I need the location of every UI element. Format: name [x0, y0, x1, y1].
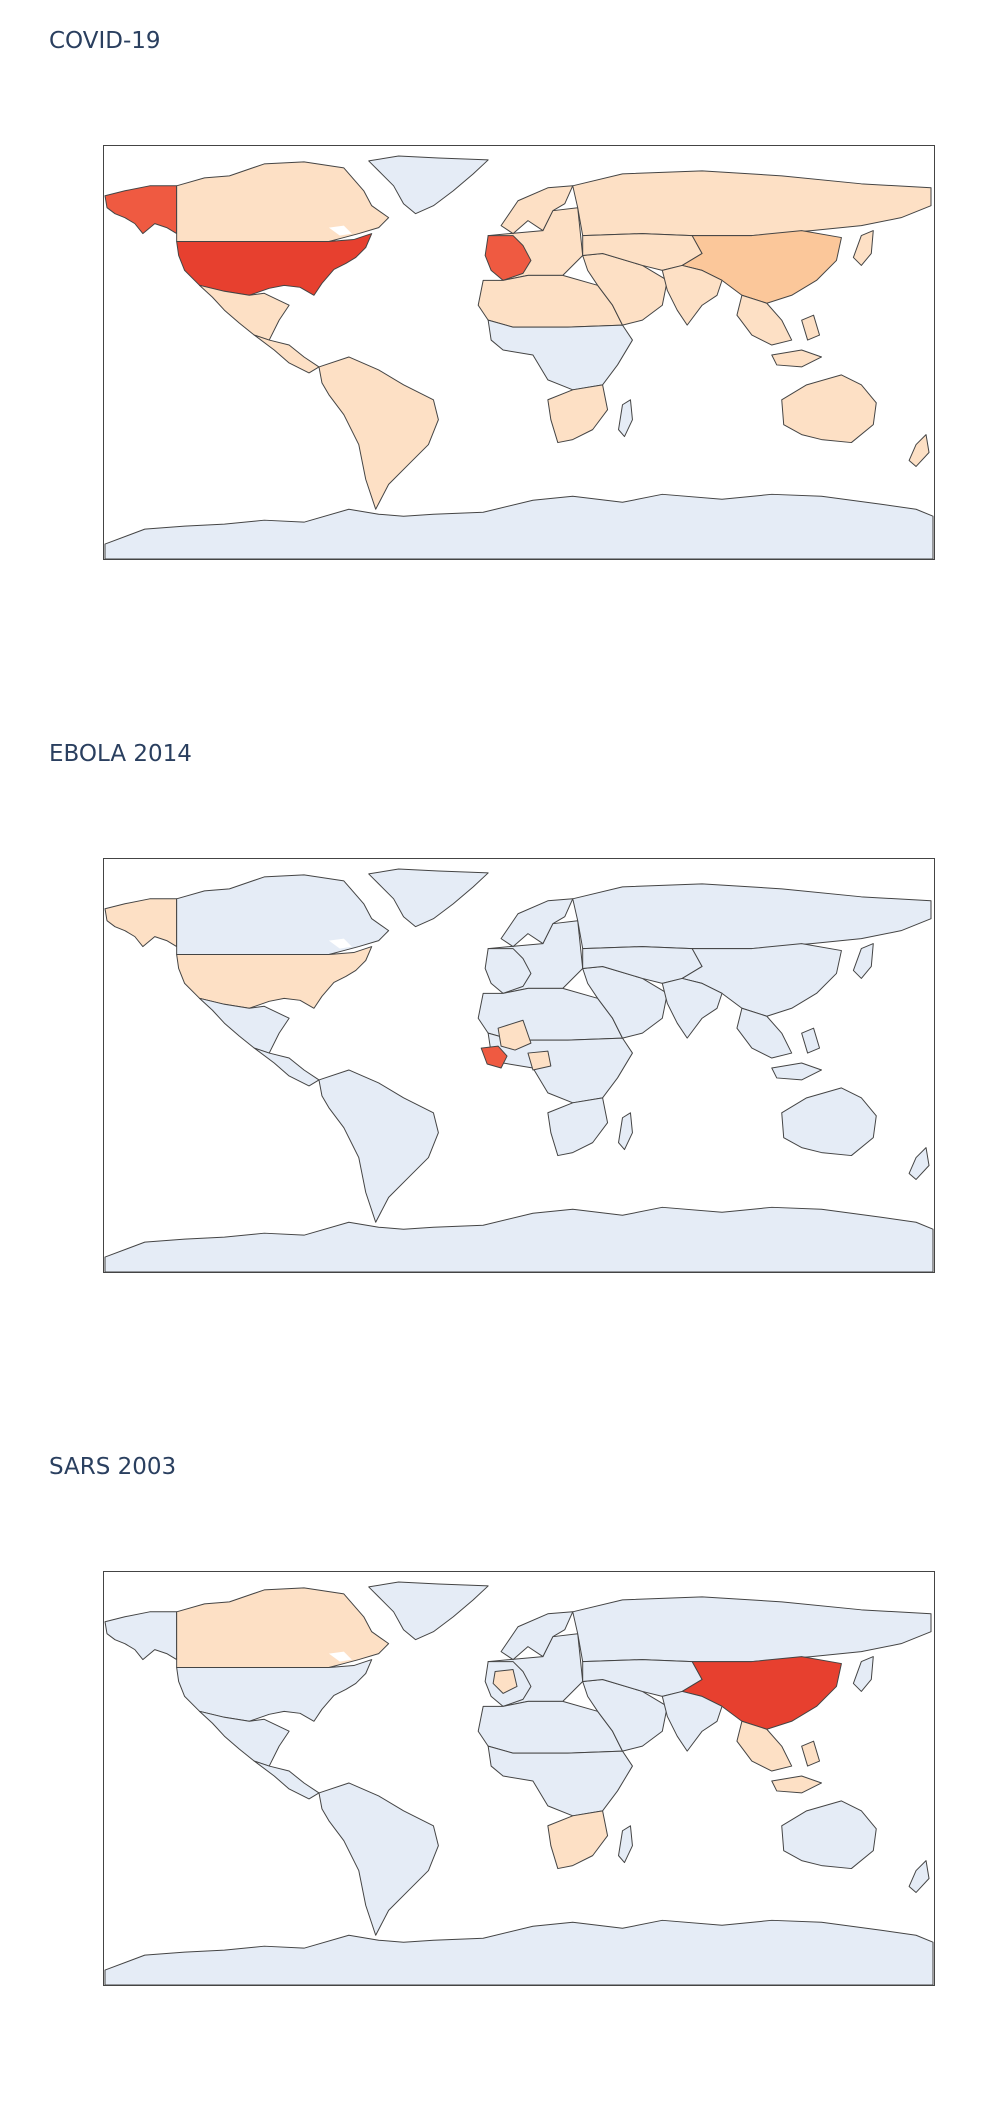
sars-panel: SARS 2003: [0, 1426, 994, 2107]
region-antarctica[interactable]: [104, 1206, 934, 1272]
region-japan[interactable]: [852, 1656, 874, 1692]
region-usa[interactable]: [176, 946, 373, 1009]
region-west-africa-outbreak[interactable]: [480, 1045, 508, 1069]
region-mexico[interactable]: [199, 284, 290, 341]
region-greenland[interactable]: [368, 868, 489, 928]
region-australia[interactable]: [781, 374, 877, 444]
region-russia[interactable]: [572, 1596, 932, 1663]
region-greenland[interactable]: [368, 1581, 489, 1641]
region-madagascar[interactable]: [618, 399, 633, 438]
region-mali[interactable]: [497, 1019, 532, 1051]
ebola-title: EBOLA 2014: [49, 741, 192, 767]
region-southeast-asia[interactable]: [736, 1007, 823, 1081]
region-south-america[interactable]: [318, 356, 439, 510]
region-alaska[interactable]: [104, 185, 178, 235]
region-japan[interactable]: [852, 943, 874, 979]
region-india[interactable]: [661, 977, 723, 1039]
region-usa[interactable]: [176, 233, 373, 296]
region-japan[interactable]: [852, 230, 874, 266]
region-africa-south[interactable]: [547, 384, 609, 444]
region-central-america[interactable]: [253, 1047, 320, 1087]
region-india[interactable]: [661, 1690, 723, 1752]
covid-panel: COVID-19: [0, 0, 994, 681]
great-lakes: [328, 938, 352, 949]
great-lakes: [328, 1651, 352, 1662]
region-scandinavia[interactable]: [500, 898, 574, 948]
ebola-panel: EBOLA 2014: [0, 713, 994, 1394]
region-new-zealand[interactable]: [908, 1147, 930, 1180]
covid-map[interactable]: [103, 145, 935, 560]
region-central-america[interactable]: [253, 1760, 320, 1800]
great-lakes: [328, 225, 352, 236]
region-russia[interactable]: [572, 883, 932, 950]
region-mexico[interactable]: [199, 997, 290, 1054]
region-africa-central[interactable]: [487, 1745, 633, 1817]
region-canada[interactable]: [176, 161, 390, 243]
region-south-america[interactable]: [318, 1782, 439, 1936]
region-india[interactable]: [661, 264, 723, 326]
region-western-europe[interactable]: [484, 235, 532, 281]
covid-title: COVID-19: [49, 28, 161, 54]
ebola-map[interactable]: [103, 858, 935, 1273]
region-central-america[interactable]: [253, 334, 320, 374]
region-alaska[interactable]: [104, 898, 178, 948]
region-madagascar[interactable]: [618, 1825, 633, 1864]
region-antarctica[interactable]: [104, 493, 934, 559]
region-usa[interactable]: [176, 1659, 373, 1722]
covid-map-svg: [104, 155, 934, 559]
region-madagascar[interactable]: [618, 1112, 633, 1151]
region-mexico[interactable]: [199, 1710, 290, 1767]
region-scandinavia[interactable]: [500, 1611, 574, 1661]
region-russia[interactable]: [572, 170, 932, 237]
sars-map-svg: [104, 1581, 934, 1985]
region-france[interactable]: [492, 1669, 518, 1694]
region-south-america[interactable]: [318, 1069, 439, 1223]
region-canada[interactable]: [176, 1587, 390, 1669]
region-new-zealand[interactable]: [908, 1860, 930, 1893]
region-scandinavia[interactable]: [500, 185, 574, 235]
sars-title: SARS 2003: [49, 1454, 177, 1480]
region-southeast-asia[interactable]: [736, 1720, 823, 1794]
sars-map[interactable]: [103, 1571, 935, 1986]
region-nigeria[interactable]: [527, 1050, 552, 1071]
region-southeast-asia[interactable]: [736, 294, 823, 368]
region-greenland[interactable]: [368, 155, 489, 215]
region-africa-south[interactable]: [547, 1097, 609, 1157]
region-africa-south[interactable]: [547, 1810, 609, 1870]
region-antarctica[interactable]: [104, 1919, 934, 1985]
region-australia[interactable]: [781, 1800, 877, 1870]
region-africa-central[interactable]: [487, 319, 633, 391]
ebola-map-svg: [104, 868, 934, 1272]
region-alaska[interactable]: [104, 1611, 178, 1661]
region-new-zealand[interactable]: [908, 434, 930, 467]
region-western-europe[interactable]: [484, 948, 532, 994]
region-canada[interactable]: [176, 874, 390, 956]
region-australia[interactable]: [781, 1087, 877, 1157]
